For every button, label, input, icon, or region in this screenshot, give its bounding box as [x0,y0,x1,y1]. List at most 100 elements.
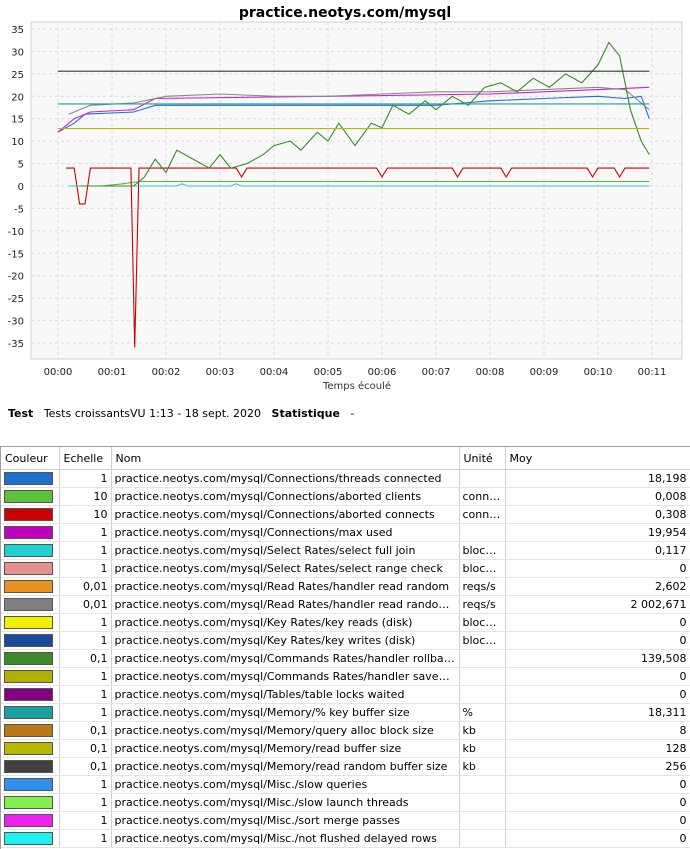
color-swatch[interactable] [4,724,53,737]
avg-cell: 0,308 [505,505,690,524]
scale-cell: 0,01 [59,595,112,614]
color-swatch[interactable] [4,616,53,629]
color-cell [1,469,60,488]
color-swatch[interactable] [4,508,53,521]
x-tick-label: 00:10 [584,367,613,378]
color-swatch[interactable] [4,688,53,701]
y-tick-label: -10 [8,227,24,238]
color-swatch[interactable] [4,472,53,485]
unit-cell [459,829,506,848]
series-line-4 [68,183,650,187]
header-color[interactable]: Couleur [1,447,60,470]
table-row[interactable]: 0,1 practice.neotys.com/mysql/Memory/quer… [1,721,690,740]
scale-cell: 1 [59,793,112,812]
color-swatch[interactable] [4,742,53,755]
header-avg[interactable]: Moy [505,447,690,470]
header-scale[interactable]: Echelle [59,447,112,470]
table-row[interactable]: 0,01 practice.neotys.com/mysql/Read Rates… [1,595,690,614]
table-row[interactable]: 1 practice.neotys.com/mysql/Key Rates/key… [1,631,690,650]
scale-cell: 1 [59,775,112,794]
table-row[interactable]: 1 practice.neotys.com/mysql/Commands Rate… [1,667,690,686]
table-row[interactable]: 1 practice.neotys.com/mysql/Key Rates/key… [1,613,690,632]
unit-cell [459,667,506,686]
table-row[interactable]: 0,1 practice.neotys.com/mysql/Commands Ra… [1,649,690,668]
color-swatch[interactable] [4,634,53,647]
table-row[interactable]: 10 practice.neotys.com/mysql/Connections/… [1,487,690,506]
table-row[interactable]: 1 practice.neotys.com/mysql/Memory/% key … [1,703,690,722]
avg-cell: 256 [505,757,690,776]
color-swatch[interactable] [4,814,53,827]
y-tick-label: 10 [11,137,24,148]
color-swatch[interactable] [4,778,53,791]
color-swatch[interactable] [4,562,53,575]
unit-cell [459,469,506,488]
x-tick-label: 00:08 [476,367,505,378]
color-swatch[interactable] [4,490,53,503]
color-swatch[interactable] [4,544,53,557]
name-cell: practice.neotys.com/mysql/Commands Rates… [111,667,460,686]
table-row[interactable]: 0,1 practice.neotys.com/mysql/Memory/read… [1,739,690,758]
table-row[interactable]: 1 practice.neotys.com/mysql/Misc./not flu… [1,829,690,848]
header-unit[interactable]: Unité [459,447,506,470]
color-swatch[interactable] [4,832,53,845]
table-row[interactable]: 1 practice.neotys.com/mysql/Select Rates/… [1,559,690,578]
name-cell: practice.neotys.com/mysql/Key Rates/key … [111,613,460,632]
table-row[interactable]: 10 practice.neotys.com/mysql/Connections/… [1,505,690,524]
name-cell: practice.neotys.com/mysql/Select Rates/s… [111,541,460,560]
color-swatch[interactable] [4,652,53,665]
table-row[interactable]: 0,01 practice.neotys.com/mysql/Read Rates… [1,577,690,596]
scale-cell: 1 [59,559,112,578]
color-swatch[interactable] [4,760,53,773]
plot-area [30,21,683,360]
table-row[interactable]: 1 practice.neotys.com/mysql/Tables/table … [1,685,690,704]
unit-cell [459,685,506,704]
name-cell: practice.neotys.com/mysql/Connections/ma… [111,523,460,542]
scale-cell: 0,1 [59,739,112,758]
unit-cell: kb [459,739,506,758]
color-cell [1,577,60,596]
name-cell: practice.neotys.com/mysql/Select Rates/s… [111,559,460,578]
name-cell: practice.neotys.com/mysql/Connections/ab… [111,487,460,506]
table-row[interactable]: 1 practice.neotys.com/mysql/Misc./slow la… [1,793,690,812]
avg-cell: 0 [505,667,690,686]
header-name[interactable]: Nom [111,447,460,470]
x-tick-label: 00:05 [314,367,343,378]
x-tick-label: 00:01 [98,367,127,378]
color-swatch[interactable] [4,526,53,539]
name-cell: practice.neotys.com/mysql/Memory/read bu… [111,739,460,758]
color-swatch[interactable] [4,598,53,611]
table-row[interactable]: 1 practice.neotys.com/mysql/Connections/m… [1,523,690,542]
table-row[interactable]: 1 practice.neotys.com/mysql/Misc./slow qu… [1,775,690,794]
x-tick-label: 00:02 [152,367,181,378]
color-cell [1,487,60,506]
color-cell [1,721,60,740]
avg-cell: 0 [505,613,690,632]
name-cell: practice.neotys.com/mysql/Tables/table l… [111,685,460,704]
scale-cell: 0,1 [59,757,112,776]
color-cell [1,685,60,704]
color-cell [1,757,60,776]
table-row[interactable]: 1 practice.neotys.com/mysql/Select Rates/… [1,541,690,560]
table-row[interactable]: 1 practice.neotys.com/mysql/Connections/t… [1,469,690,488]
color-cell [1,541,60,560]
unit-cell [459,649,506,668]
name-cell: practice.neotys.com/mysql/Commands Rates… [111,649,460,668]
unit-cell: conne... [459,487,506,506]
color-swatch[interactable] [4,796,53,809]
color-swatch[interactable] [4,706,53,719]
table-row[interactable]: 0,1 practice.neotys.com/mysql/Memory/read… [1,757,690,776]
color-swatch[interactable] [4,670,53,683]
legend-table-container[interactable]: Couleur Echelle Nom Unité Moy 1 practice.… [0,446,690,849]
y-tick-label: 25 [11,70,24,81]
unit-cell: kb [459,757,506,776]
avg-cell: 18,198 [505,469,690,488]
color-cell [1,559,60,578]
avg-cell: 0 [505,829,690,848]
table-row[interactable]: 1 practice.neotys.com/mysql/Misc./sort me… [1,811,690,830]
test-value: Tests croissantsVU 1:13 - 18 sept. 2020 [43,407,262,420]
scale-cell: 1 [59,703,112,722]
y-tick-label: -15 [8,249,24,260]
x-tick-label: 00:00 [44,367,73,378]
color-swatch[interactable] [4,580,53,593]
avg-cell: 19,954 [505,523,690,542]
